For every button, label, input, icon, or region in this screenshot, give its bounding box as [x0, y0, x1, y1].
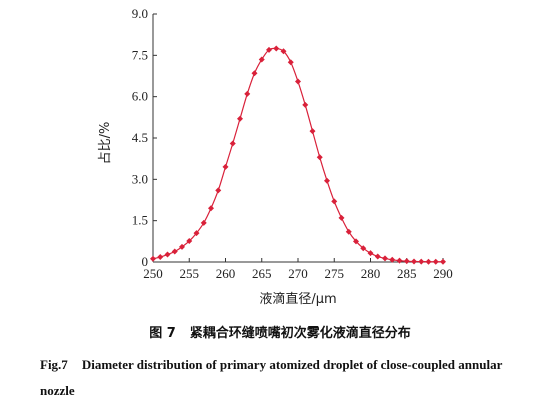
data-point — [382, 255, 388, 262]
x-tick-label: 285 — [397, 266, 417, 281]
data-point — [345, 228, 352, 235]
x-tick-label: 280 — [361, 266, 381, 281]
data-point — [411, 258, 417, 265]
x-tick-label: 255 — [180, 266, 200, 281]
y-tick-label: 6.0 — [132, 89, 148, 104]
data-point — [244, 90, 251, 97]
data-point — [302, 101, 309, 108]
data-point — [360, 245, 367, 252]
axes — [152, 14, 443, 263]
x-tick-label: 275 — [325, 266, 345, 281]
data-point — [338, 214, 345, 221]
plot-area — [150, 45, 446, 265]
x-tick-label: 260 — [216, 266, 236, 281]
y-tick-label: 9.0 — [132, 6, 148, 21]
x-axis-label: 液滴直径/μm — [259, 291, 336, 307]
x-tick-label: 270 — [288, 266, 308, 281]
y-tick-label: 4.5 — [132, 130, 148, 145]
data-point — [280, 48, 287, 55]
figure-title-en: Diameter distribution of primary atomize… — [40, 357, 503, 398]
data-point — [200, 219, 207, 226]
data-point — [309, 128, 316, 135]
figure-caption-en: Fig.7 Diameter distribution of primary at… — [40, 352, 540, 404]
y-tick-label: 0 — [142, 254, 149, 269]
y-axis-ticks: 0 1.5 3.0 4.5 6.0 7.5 9.0 — [132, 6, 157, 269]
data-point — [215, 187, 222, 194]
y-tick-label: 1.5 — [132, 213, 148, 228]
data-point — [396, 257, 403, 264]
data-point — [295, 78, 301, 85]
data-point — [353, 238, 359, 245]
data-point — [251, 70, 258, 77]
figure-title-cn: 紧耦合环缝喷嘴初次雾化液滴直径分布 — [189, 326, 411, 341]
data-point — [331, 198, 338, 205]
x-tick-label: 290 — [433, 266, 453, 281]
y-axis-label: 占比/% — [98, 122, 113, 165]
data-point — [229, 140, 236, 147]
data-point — [258, 56, 265, 63]
x-tick-label: 265 — [252, 266, 272, 281]
y-tick-label: 7.5 — [132, 47, 148, 62]
data-point — [374, 253, 381, 260]
data-point — [222, 163, 229, 170]
data-point — [171, 248, 178, 255]
data-point — [266, 46, 272, 53]
data-point — [208, 205, 214, 212]
data-point — [425, 258, 432, 265]
figure-number-en: Fig.7 — [40, 357, 68, 372]
data-point — [324, 177, 330, 184]
x-tick-label: 250 — [143, 266, 163, 281]
y-tick-label: 3.0 — [132, 171, 148, 186]
data-point — [432, 258, 439, 265]
data-point — [389, 256, 396, 263]
data-point — [157, 254, 164, 261]
data-point — [179, 243, 185, 250]
data-point — [367, 250, 374, 257]
data-point — [186, 238, 193, 245]
data-point — [150, 255, 156, 262]
data-point — [316, 154, 323, 161]
data-point — [403, 258, 410, 265]
data-point — [237, 115, 243, 122]
data-point — [418, 258, 425, 265]
data-point — [440, 258, 446, 265]
chart: 250 255 260 265 270 275 280 285 290 0 1.5 3.0 4.5 6.… — [98, 6, 453, 307]
figure-caption-cn: 图 7 紧耦合环缝喷嘴初次雾化液滴直径分布 — [0, 322, 560, 341]
x-axis-ticks: 250 255 260 265 270 275 280 285 290 — [143, 258, 453, 281]
data-point — [193, 230, 200, 237]
data-point — [164, 251, 171, 258]
data-point — [287, 59, 294, 66]
figure-number-cn: 图 7 — [149, 326, 176, 341]
data-point — [273, 45, 280, 52]
